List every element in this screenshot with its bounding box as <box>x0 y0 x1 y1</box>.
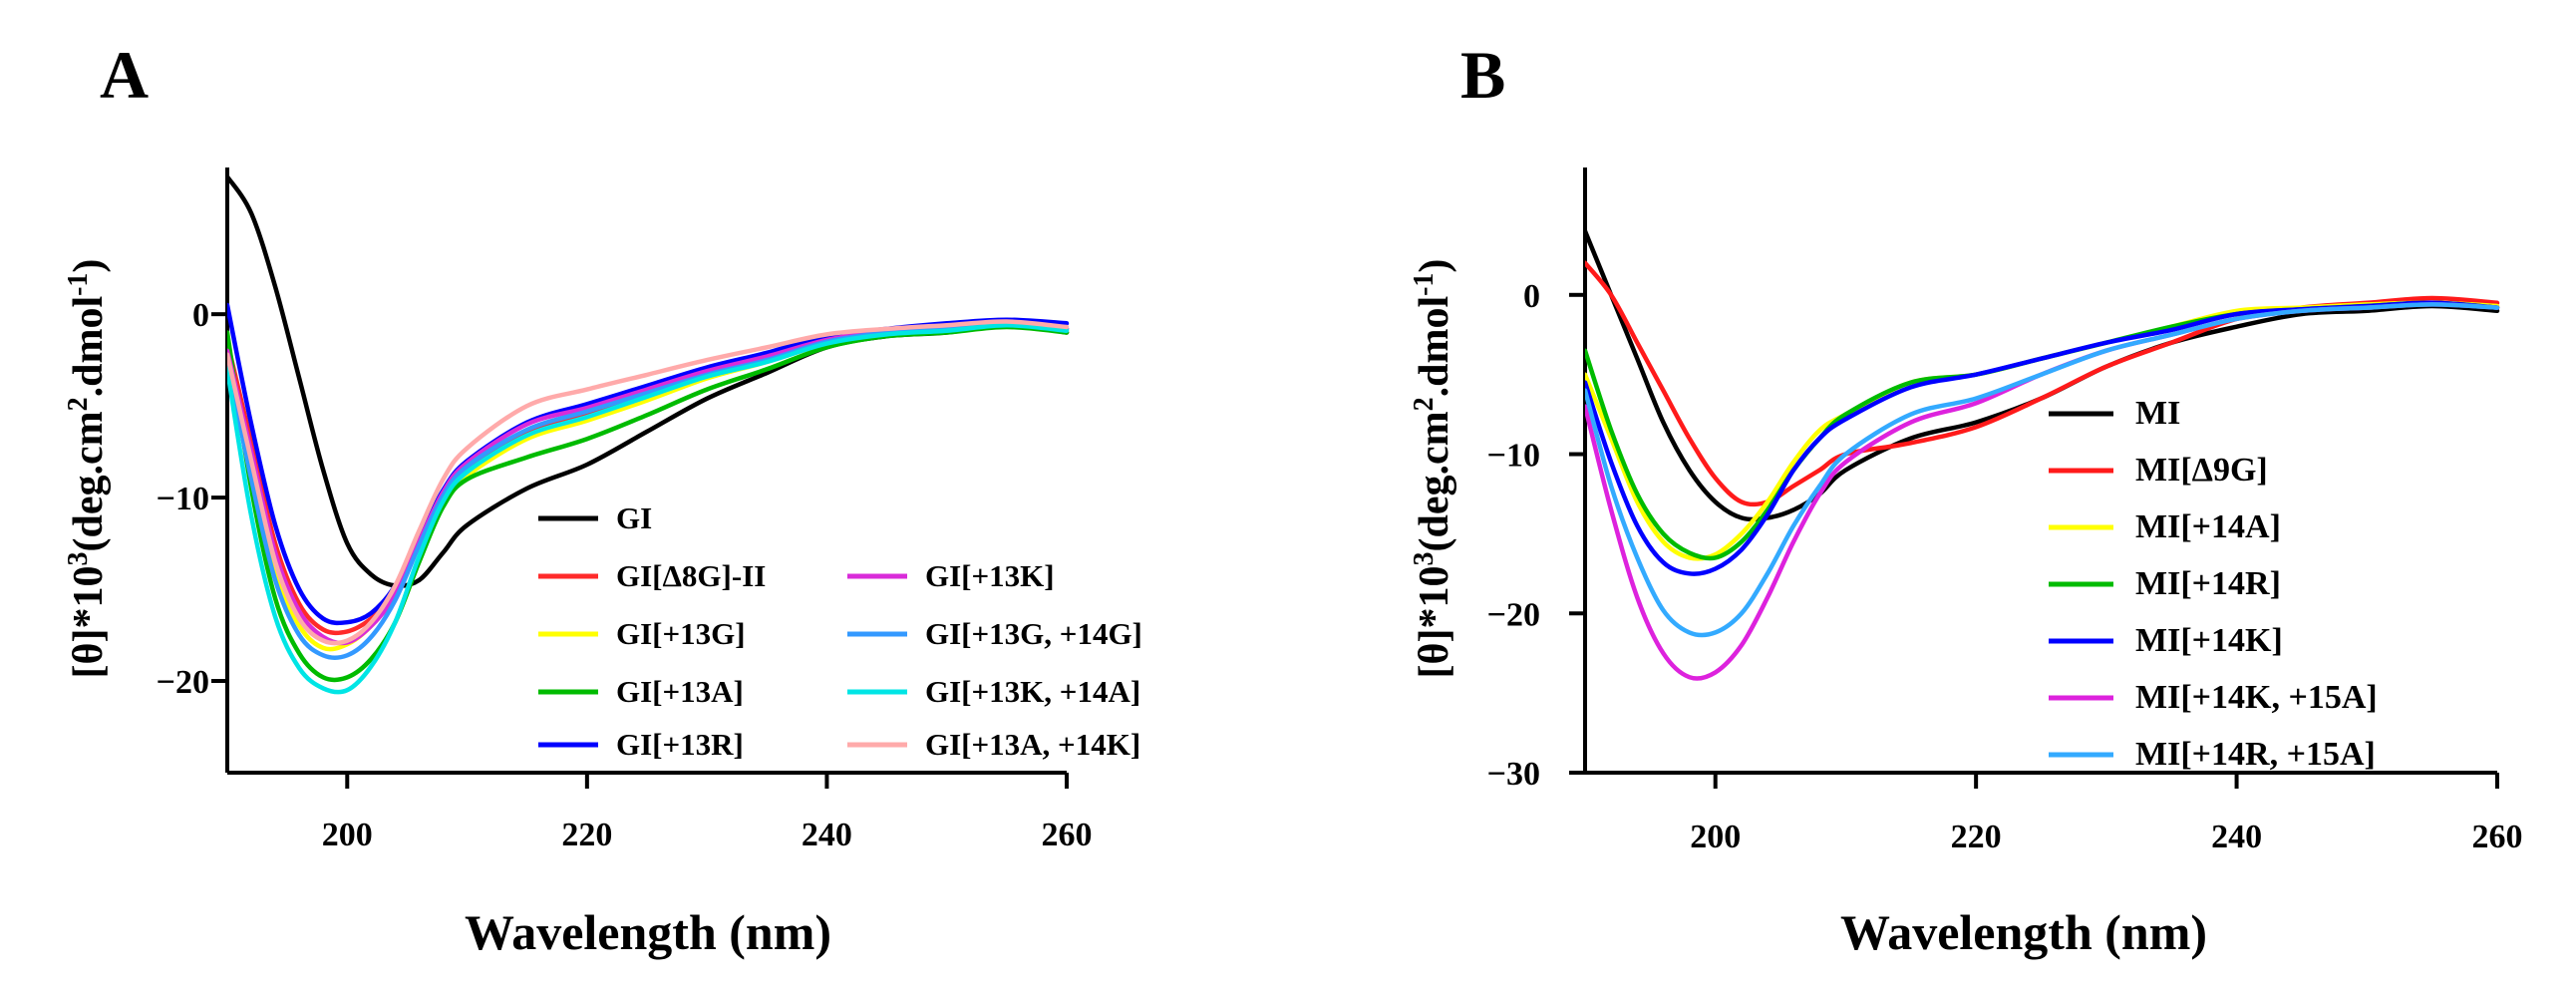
panel-b-legend-label: MI[+14R] <box>2135 565 2281 602</box>
panel-b-y-axis-title: [θ]*103(deg.cm2.dmol-1) <box>1409 259 1458 679</box>
panel-a-legend: GI GI[Δ8G]-II GI[+13G] GI[+13A] GI[+13R] GI[+… <box>538 500 1142 762</box>
panel-b-x-tick-label: 200 <box>1690 819 1741 855</box>
panel-b-legend-label: MI[+14A] <box>2135 508 2281 545</box>
panel-b-y-tick-label: −20 <box>1487 596 1540 633</box>
panel-a-y-tick-label: −20 <box>157 664 209 701</box>
panel-b-x-tick-label: 220 <box>1951 819 2002 855</box>
panel-a-legend-label: GI[+13A, +14K] <box>925 727 1140 762</box>
panel-b-series-line-4 <box>1585 300 2500 561</box>
panel-b-legend: MI MI[Δ9G] MI[+14A] MI[+14R] MI[+14K] MI[+14K… <box>2049 395 2378 773</box>
panel-b-y-tick-label: −30 <box>1487 756 1540 793</box>
panel-b-legend-label: MI[+14K] <box>2135 622 2283 659</box>
panel-a-series-line-4 <box>227 324 1070 683</box>
panel-a-x-tick-label: 200 <box>322 817 373 853</box>
panel-b-letter: B <box>1460 37 1505 113</box>
panel-b-y-tick-label: −10 <box>1487 438 1540 475</box>
panel-b-legend-label: MI[Δ9G] <box>2135 452 2268 489</box>
panel-a-legend-label: GI[+13K] <box>925 558 1055 593</box>
panel-b-legend-label: MI <box>2135 395 2180 432</box>
panel-a-y-axis-title: [θ]*103(deg.cm2.dmol-1) <box>63 259 113 679</box>
panel-b-series-line-1 <box>1585 228 2500 522</box>
panel-b-x-tick-label: 260 <box>2472 819 2523 855</box>
panel-b-series-line-5 <box>1585 300 2500 576</box>
panel-a-legend-label: GI[+13G, +14G] <box>925 616 1142 651</box>
panel-b-series-line-7 <box>1585 302 2500 638</box>
panel-a-y-tick-label: −10 <box>157 481 209 517</box>
panel-a-y-tick-label: 0 <box>192 297 209 334</box>
panel-b-series-line-2 <box>1585 260 2500 507</box>
panel-a-x-axis-title: Wavelength (nm) <box>465 904 831 960</box>
panel-b-x-tick-label: 240 <box>2211 819 2262 855</box>
panel-a-x-tick-label: 260 <box>1042 817 1093 853</box>
panel-a: A 200 220 240 260 0 −10 −20 Wavelength (nm) [θ]*1… <box>63 37 1142 960</box>
panel-a-legend-label: GI <box>616 500 652 535</box>
panel-b-legend-label: MI[+14K, +15A] <box>2135 679 2378 716</box>
panel-b: B 200 220 240 260 0 −10 −20 −30 Wavelength (nm) [θ… <box>1409 37 2523 960</box>
panel-b-series-line-3 <box>1585 300 2500 561</box>
panel-a-legend-label: GI[Δ8G]-II <box>616 558 766 593</box>
panel-a-letter: A <box>100 37 149 113</box>
panel-a-x-tick-label: 220 <box>561 817 612 853</box>
panel-a-legend-label: GI[+13R] <box>616 727 744 762</box>
panel-a-x-tick-label: 240 <box>802 817 852 853</box>
panel-b-x-axis-title: Wavelength (nm) <box>1840 904 2207 960</box>
panel-a-series-line-9 <box>227 319 1070 646</box>
panel-b-y-tick-label: 0 <box>1523 278 1540 315</box>
panel-b-legend-label: MI[+14R, +15A] <box>2135 736 2376 773</box>
panel-a-series-line-6 <box>227 321 1070 646</box>
panel-a-legend-label: GI[+13K, +14A] <box>925 674 1140 709</box>
panel-a-legend-label: GI[+13G] <box>616 616 746 651</box>
panel-a-series-line-8 <box>227 322 1070 695</box>
panel-a-legend-label: GI[+13A] <box>616 674 744 709</box>
